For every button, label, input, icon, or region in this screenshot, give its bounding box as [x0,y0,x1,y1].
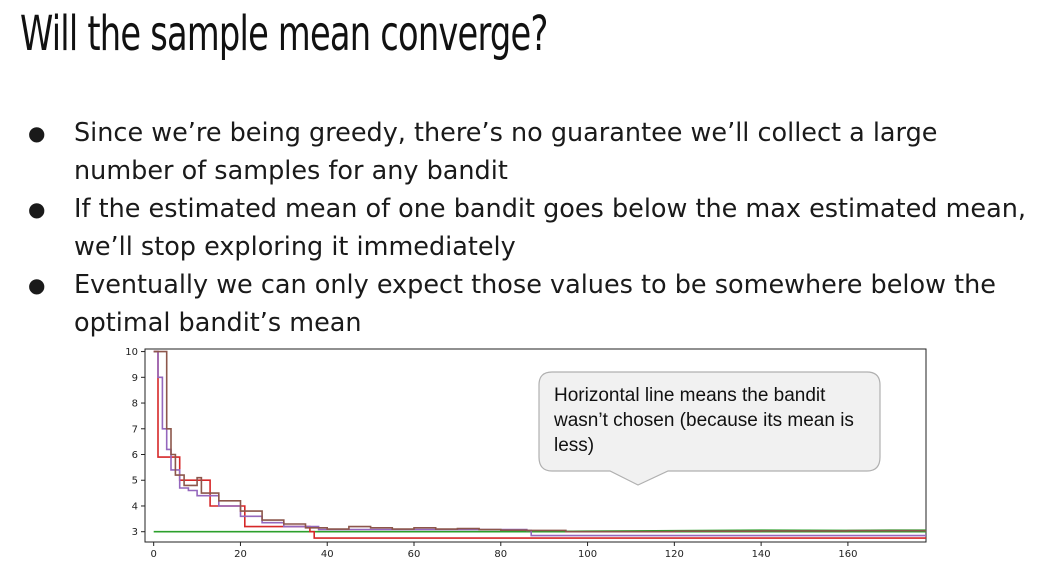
x-tick-label: 140 [752,549,771,560]
series-line-3 [153,350,926,533]
bullet-text: Eventually we can only expect those valu… [74,270,996,338]
x-tick-label: 120 [665,549,684,560]
y-tick-label: 3 [132,527,138,538]
x-tick-label: 60 [408,549,421,560]
y-tick-label: 8 [132,399,138,410]
callout-bubble: Horizontal line means the bandit wasn’t … [538,371,881,486]
x-tick-label: 160 [838,549,857,560]
y-tick-label: 7 [132,424,138,435]
y-tick-label: 5 [132,476,138,487]
x-tick-label: 40 [321,549,334,560]
page-title: Will the sample mean converge? [20,6,548,62]
y-tick-label: 9 [132,373,138,384]
bullet-item: ● If the estimated mean of one bandit goe… [28,190,1038,266]
bullet-item: ● Since we’re being greedy, there’s no gu… [28,114,1038,190]
x-tick-label: 100 [578,549,597,560]
y-tick-label: 4 [132,501,138,512]
bullet-icon: ● [28,273,46,297]
y-tick-label: 10 [125,347,138,358]
callout-text: Horizontal line means the bandit wasn’t … [554,385,854,456]
bullet-list: ● Since we’re being greedy, there’s no gu… [28,114,1038,342]
callout-shape [538,371,881,486]
bullet-text: If the estimated mean of one bandit goes… [74,194,1027,262]
bullet-item: ● Eventually we can only expect those val… [28,266,1038,342]
x-tick-label: 20 [234,549,247,560]
x-tick-label: 0 [150,549,156,560]
y-tick-label: 6 [132,450,138,461]
x-tick-label: 80 [494,549,507,560]
bullet-icon: ● [28,197,46,221]
bullet-icon: ● [28,121,46,145]
bullet-text: Since we’re being greedy, there’s no gua… [74,118,938,186]
